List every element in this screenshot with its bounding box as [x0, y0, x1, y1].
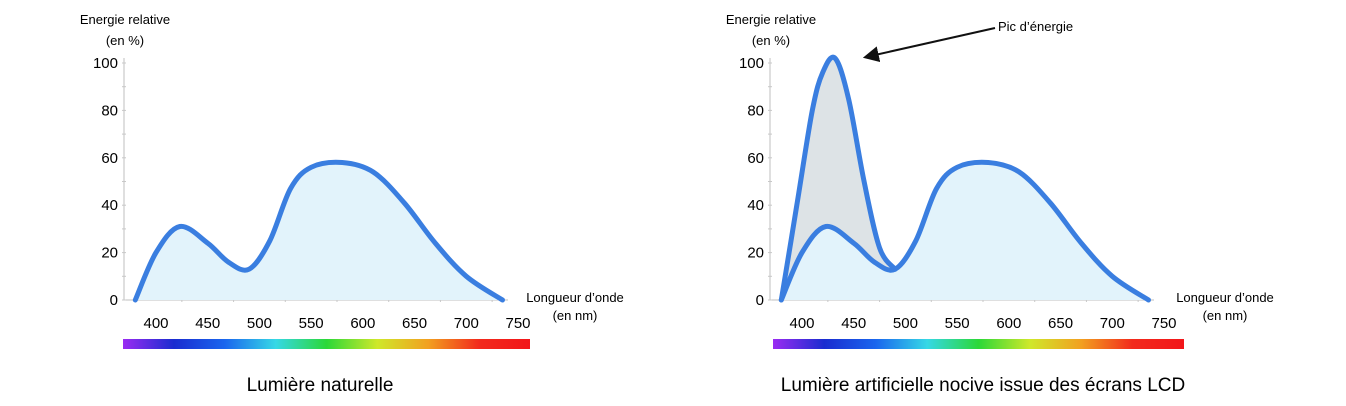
- x-axis-label-line1: Longueur d’onde: [1176, 290, 1274, 305]
- spectrum-curve: [778, 159, 1151, 303]
- annotation-arrow: [862, 27, 996, 62]
- energy-peak-curve: [778, 54, 898, 303]
- x-tick-label: 700: [454, 315, 479, 332]
- y-axis-label-line2: (en %): [752, 33, 790, 48]
- x-tick-label: 450: [841, 315, 866, 332]
- x-tick-label: 500: [247, 315, 272, 332]
- lcd-light-chart: Energie relative (en %) Longueur d’onde …: [726, 12, 1274, 396]
- x-tick-label: 400: [789, 315, 814, 332]
- y-tick-label: 0: [756, 292, 764, 309]
- x-tick-label: 750: [1151, 315, 1176, 332]
- y-tick-label: 80: [101, 102, 118, 119]
- x-tick-label: 700: [1100, 315, 1125, 332]
- x-tick-label: 500: [893, 315, 918, 332]
- chart-caption: Lumière artificielle nocive issue des éc…: [781, 375, 1185, 396]
- x-tick-label: 550: [945, 315, 970, 332]
- y-tick-label: 80: [747, 102, 764, 119]
- y-tick-label: 100: [93, 55, 118, 72]
- x-tick-label: 550: [299, 315, 324, 332]
- x-axis-label-line2: (en nm): [553, 308, 598, 323]
- x-tick-label: 750: [505, 315, 530, 332]
- x-tick-label: 450: [195, 315, 220, 332]
- x-tick-label: 400: [143, 315, 168, 332]
- y-tick-label: 60: [747, 150, 764, 167]
- natural-light-chart: Energie relative (en %) Longueur d’onde …: [80, 12, 624, 396]
- y-axis-label-line2: (en %): [106, 33, 144, 48]
- x-tick-label: 650: [402, 315, 427, 332]
- spectrum-area: [781, 162, 1149, 300]
- y-tick-label: 100: [739, 55, 764, 72]
- chart-caption: Lumière naturelle: [247, 375, 394, 396]
- y-tick-label: 40: [747, 197, 764, 214]
- x-tick-label: 650: [1048, 315, 1073, 332]
- x-tick-label: 600: [996, 315, 1021, 332]
- visible-spectrum-bar: [773, 339, 1184, 349]
- x-tick-label: 600: [350, 315, 375, 332]
- y-axis-label-line1: Energie relative: [726, 12, 816, 27]
- spectrum-curve: [132, 159, 505, 303]
- energy-peak-annotation: Pic d’énergie: [998, 19, 1073, 34]
- y-axis-label-line1: Energie relative: [80, 12, 170, 27]
- visible-spectrum-bar: [123, 339, 530, 349]
- y-tick-label: 20: [747, 245, 764, 262]
- y-tick-label: 60: [101, 150, 118, 167]
- y-tick-label: 40: [101, 197, 118, 214]
- x-axis-label-line1: Longueur d’onde: [526, 290, 624, 305]
- x-axis-label-line2: (en nm): [1203, 308, 1248, 323]
- y-tick-label: 20: [101, 245, 118, 262]
- spectrum-area: [135, 162, 503, 300]
- y-tick-label: 0: [110, 292, 118, 309]
